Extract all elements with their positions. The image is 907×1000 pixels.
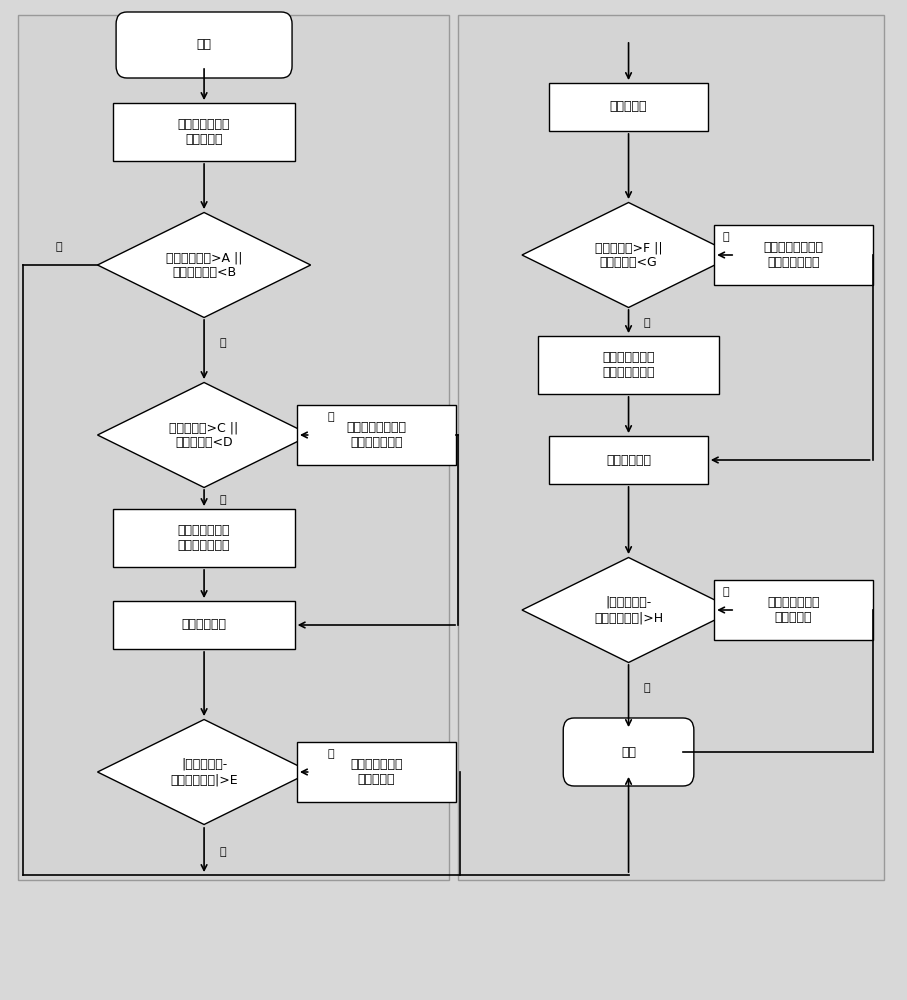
Text: 是: 是 <box>327 749 335 759</box>
FancyBboxPatch shape <box>563 718 694 786</box>
FancyBboxPatch shape <box>297 405 455 465</box>
FancyBboxPatch shape <box>458 15 884 880</box>
Text: 是: 是 <box>327 412 335 422</box>
Text: 整体平均灰度>A ||
整体平均灰度<B: 整体平均灰度>A || 整体平均灰度<B <box>166 251 242 279</box>
Text: 是: 是 <box>722 232 729 242</box>
Text: 行块平均灰度: 行块平均灰度 <box>181 618 227 632</box>
Polygon shape <box>98 213 310 318</box>
FancyBboxPatch shape <box>549 83 707 131</box>
Text: 是: 是 <box>55 242 63 252</box>
FancyBboxPatch shape <box>113 509 295 567</box>
FancyBboxPatch shape <box>549 436 707 484</box>
Polygon shape <box>98 383 310 488</box>
FancyBboxPatch shape <box>538 336 719 394</box>
Text: 整体平均灰度、
行平均灰度: 整体平均灰度、 行平均灰度 <box>178 118 230 146</box>
Text: 记录该列所在列
号，即坏列: 记录该列所在列 号，即坏列 <box>767 596 820 624</box>
Text: 列块平均灰度: 列块平均灰度 <box>606 454 651 466</box>
Text: 列平均灰度>F ||
列平均灰度<G: 列平均灰度>F || 列平均灰度<G <box>595 241 662 269</box>
Text: 该列平均灰度不计
入列块平均灰度: 该列平均灰度不计 入列块平均灰度 <box>764 241 824 269</box>
Polygon shape <box>98 720 310 824</box>
Text: 记录该行所在行
号，即坏行: 记录该行所在行 号，即坏行 <box>350 758 403 786</box>
Text: |列平均灰度-
列块平均灰度|>H: |列平均灰度- 列块平均灰度|>H <box>594 596 663 624</box>
FancyBboxPatch shape <box>116 12 292 78</box>
Text: 该行平均灰度计
入行块平均灰度: 该行平均灰度计 入行块平均灰度 <box>178 524 230 552</box>
FancyBboxPatch shape <box>715 580 873 640</box>
Text: 该列平均灰度计
入列块平均灰度: 该列平均灰度计 入列块平均灰度 <box>602 351 655 379</box>
Text: 否: 否 <box>644 683 650 693</box>
Text: 该行平均灰度不计
入行块平均灰度: 该行平均灰度不计 入行块平均灰度 <box>346 421 406 449</box>
FancyBboxPatch shape <box>113 103 295 161</box>
Text: 列平均灰度: 列平均灰度 <box>610 101 648 113</box>
Polygon shape <box>522 558 735 662</box>
Text: 否: 否 <box>219 338 226 348</box>
FancyBboxPatch shape <box>297 742 455 802</box>
Text: |行平均灰度-
行块平均灰度|>E: |行平均灰度- 行块平均灰度|>E <box>171 758 238 786</box>
Text: 结束: 结束 <box>621 746 636 758</box>
Text: 否: 否 <box>219 495 226 505</box>
FancyBboxPatch shape <box>113 601 295 649</box>
Text: 否: 否 <box>219 847 226 857</box>
Text: 行平均灰度>C ||
行平均灰度<D: 行平均灰度>C || 行平均灰度<D <box>170 421 239 449</box>
Text: 开始: 开始 <box>197 38 211 51</box>
Text: 是: 是 <box>722 587 729 597</box>
Polygon shape <box>522 202 735 308</box>
FancyBboxPatch shape <box>18 15 449 880</box>
FancyBboxPatch shape <box>715 225 873 285</box>
Text: 否: 否 <box>644 318 650 328</box>
